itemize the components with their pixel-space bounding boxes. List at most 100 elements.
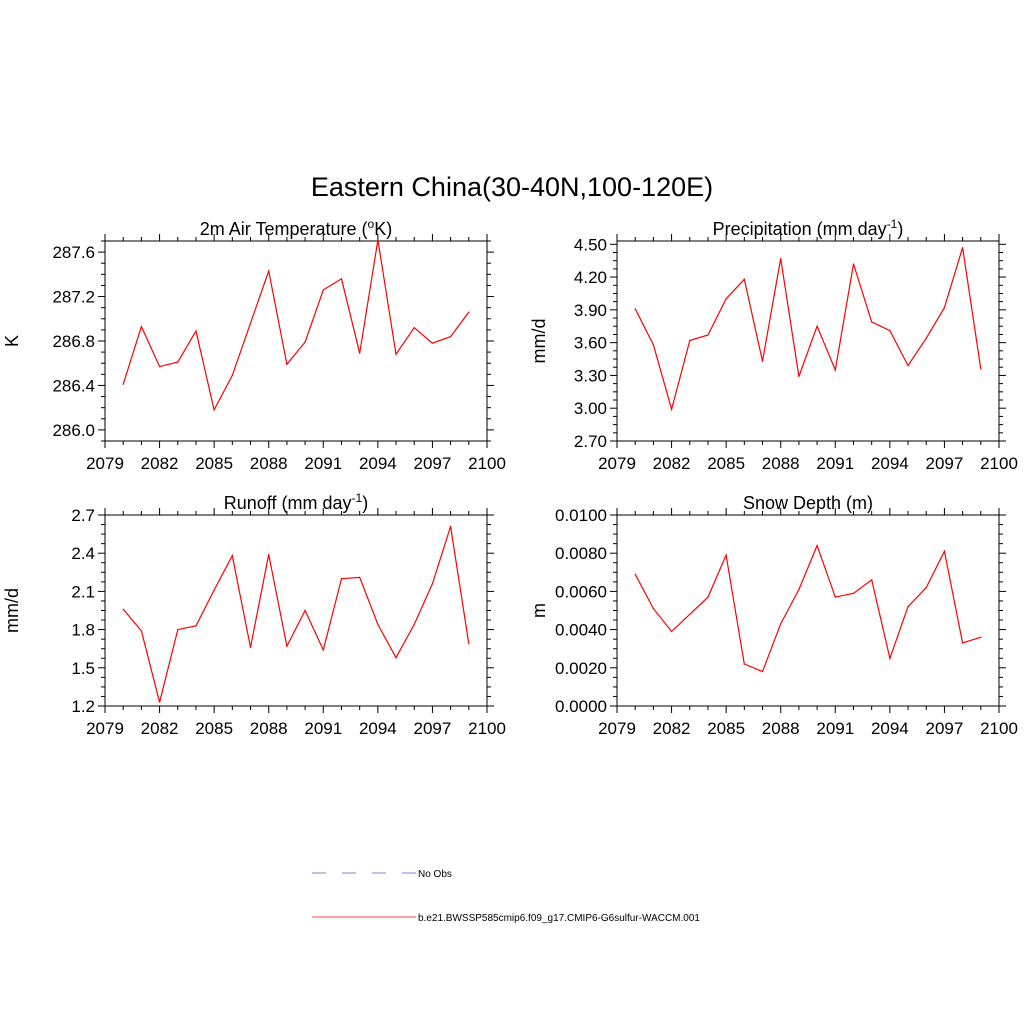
data-point <box>177 361 179 363</box>
panel-title-suffix: K) <box>374 219 392 239</box>
data-point <box>286 645 288 647</box>
data-point <box>743 663 745 665</box>
panel-title-superscript: o <box>368 217 375 231</box>
plot-frame <box>616 514 1000 707</box>
data-point <box>304 609 306 612</box>
data-point <box>450 335 452 338</box>
legend-item: b.e21.BWSSP585cmip6.f09_g17.CMIP6-G6sulf… <box>312 913 700 924</box>
x-tick-label: 2082 <box>141 719 179 738</box>
y-tick-label: 0.0080 <box>555 544 607 563</box>
data-point <box>980 636 982 638</box>
panel-title-main: Precipitation (mm day <box>713 219 887 239</box>
data-point <box>177 629 179 631</box>
data-point <box>122 383 124 385</box>
y-tick-label: 286.4 <box>52 376 95 395</box>
data-point <box>761 671 764 673</box>
y-tick-label: 3.60 <box>574 334 607 353</box>
data-point <box>925 337 927 339</box>
x-tick-label: 2082 <box>653 719 691 738</box>
data-point <box>670 408 673 410</box>
x-tick-label: 2100 <box>980 454 1018 473</box>
data-point <box>707 596 709 598</box>
y-tick-label: 2.70 <box>574 432 607 451</box>
x-tick-label: 2097 <box>414 719 452 738</box>
data-point <box>359 576 361 578</box>
y-tick-label: 2.4 <box>71 544 95 563</box>
x-tick-label: 2091 <box>816 454 854 473</box>
plot-frame <box>616 240 1000 442</box>
chart-panel-2: 2079 2082 2085 2088 2091 2094 2097 2100 2.70 3.00… <box>529 217 1018 473</box>
y-tick-label: 1.5 <box>71 659 95 678</box>
x-tick-label: 2094 <box>871 719 909 738</box>
data-point <box>468 311 470 313</box>
data-point <box>213 589 215 591</box>
data-point <box>852 592 855 594</box>
data-point <box>413 623 415 626</box>
x-tick-label: 2085 <box>195 719 233 738</box>
x-tick-label: 2094 <box>871 454 909 473</box>
x-tick-label: 2085 <box>195 454 233 473</box>
data-point <box>871 579 873 581</box>
x-tick-label: 2100 <box>980 719 1018 738</box>
chart-panel-1: 2079 2082 2085 2088 2091 2094 2097 2100 286.0 286… <box>2 217 506 473</box>
data-point <box>907 364 909 367</box>
panel-title: Snow Depth (m) <box>743 493 873 513</box>
data-point <box>431 342 434 344</box>
data-point <box>249 646 252 649</box>
y-tick-label: 4.20 <box>574 268 607 287</box>
series-line <box>122 239 470 412</box>
x-tick-label: 2082 <box>141 454 179 473</box>
data-point <box>761 360 764 362</box>
data-point <box>852 263 855 265</box>
x-tick-label: 2088 <box>250 454 288 473</box>
y-axis-label: m <box>529 603 549 618</box>
y-tick-label: 0.0060 <box>555 582 607 601</box>
panel-title: 2m Air Temperature (oK) <box>200 217 392 239</box>
x-tick-label: 2094 <box>359 719 397 738</box>
series-line <box>634 543 981 673</box>
legend-item: No Obs <box>312 869 452 880</box>
y-tick-label: 1.2 <box>71 697 95 716</box>
data-point <box>707 334 709 336</box>
data-point <box>652 607 654 610</box>
data-point <box>468 643 470 645</box>
x-tick-label: 2082 <box>653 454 691 473</box>
y-tick-label: 1.8 <box>71 621 95 640</box>
data-point <box>431 583 434 585</box>
data-point <box>322 289 324 291</box>
panel-title: Precipitation (mm day-1) <box>713 217 904 239</box>
data-point <box>268 553 270 556</box>
y-tick-label: 3.00 <box>574 399 607 418</box>
data-point <box>195 625 197 627</box>
data-point <box>943 307 946 309</box>
x-tick-label: 2079 <box>598 719 636 738</box>
panel-title-main: 2m Air Temperature ( <box>200 219 368 239</box>
data-point <box>377 623 379 626</box>
data-point <box>377 239 379 241</box>
data-point <box>834 596 836 598</box>
y-tick-label: 286.0 <box>52 421 95 440</box>
y-axis-label: mm/d <box>529 319 549 364</box>
y-tick-label: 2.1 <box>71 582 95 601</box>
panel-title-main: Runoff (mm day <box>224 493 352 513</box>
data-point <box>195 330 197 332</box>
data-point <box>889 330 891 332</box>
x-tick-label: 2097 <box>414 454 452 473</box>
figure-title: Eastern China(30-40N,100-120E) <box>311 172 713 202</box>
y-tick-label: 3.30 <box>574 366 607 385</box>
x-tick-label: 2091 <box>304 719 342 738</box>
data-point <box>871 321 873 323</box>
data-point <box>798 375 800 378</box>
panel-title-suffix: ) <box>897 219 903 239</box>
data-point <box>834 369 836 371</box>
series-line <box>634 247 982 412</box>
x-tick-label: 2088 <box>762 454 800 473</box>
data-point <box>925 586 927 589</box>
x-tick-label: 2079 <box>86 719 124 738</box>
y-tick-label: 0.0100 <box>555 506 607 525</box>
data-point <box>652 344 654 346</box>
chart-panels: 2079 2082 2085 2088 2091 2094 2097 2100 286.0 286… <box>2 217 1018 738</box>
x-tick-label: 2079 <box>86 454 124 473</box>
y-tick-label: 2.7 <box>71 506 95 525</box>
